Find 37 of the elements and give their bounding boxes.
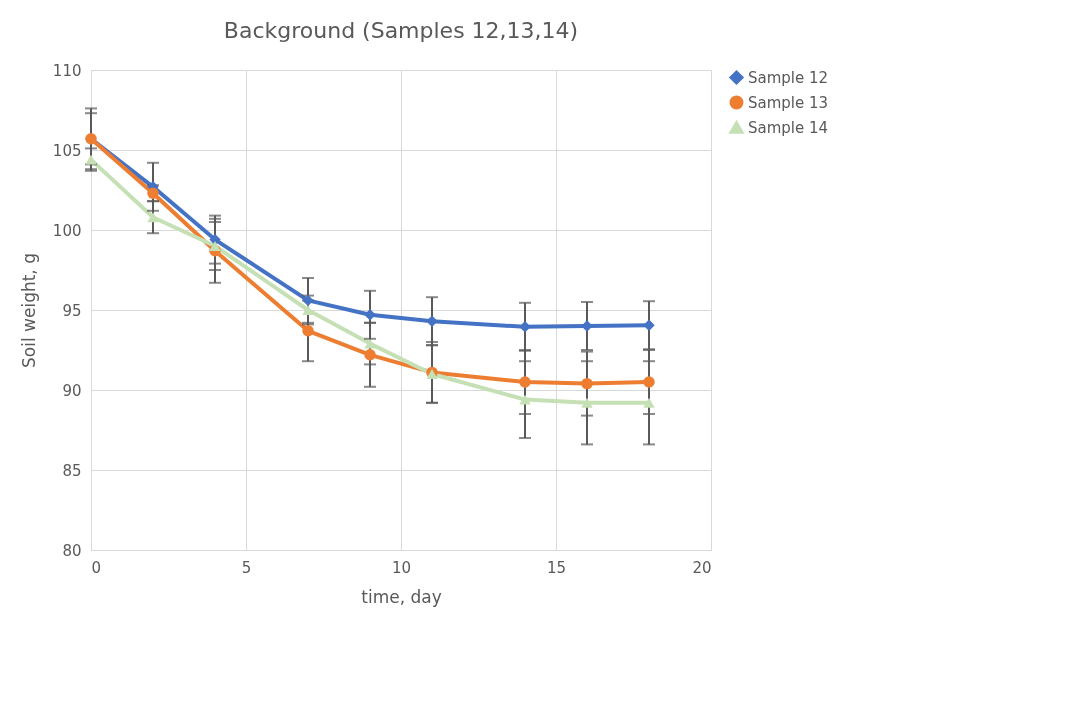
- x-tick-label: 5: [241, 558, 252, 577]
- y-tick-label: 95: [62, 301, 82, 320]
- y-tick-label: 90: [62, 381, 82, 400]
- x-tick-label: 0: [91, 558, 102, 577]
- y-tick-label: 100: [52, 221, 82, 240]
- legend-label: Sample 14: [748, 118, 829, 137]
- point: [643, 397, 655, 408]
- y-axis-title: Soil weight, g: [18, 253, 39, 368]
- point: [519, 376, 531, 388]
- legend-label: Sample 13: [748, 93, 829, 112]
- point: [519, 321, 531, 333]
- point: [364, 349, 376, 361]
- point: [643, 319, 655, 331]
- point: [209, 241, 221, 251]
- point: [364, 309, 376, 321]
- point: [581, 397, 593, 408]
- point: [581, 377, 593, 390]
- x-tick-label: 15: [546, 558, 567, 577]
- y-tick-label: 85: [62, 461, 82, 480]
- point: [643, 376, 655, 388]
- point: [426, 315, 438, 327]
- y-tick-label: 105: [52, 141, 82, 160]
- y-tick-label: 110: [52, 61, 82, 80]
- point: [302, 294, 314, 307]
- legend-label: Sample 12: [748, 68, 829, 87]
- point: [147, 212, 159, 223]
- point: [519, 394, 531, 405]
- x-tick-label: 10: [391, 558, 412, 577]
- x-axis-title: time, day: [361, 586, 442, 607]
- x-tick-label: 20: [692, 558, 712, 577]
- point: [85, 154, 97, 165]
- point: [302, 305, 314, 315]
- point: [147, 187, 159, 199]
- chart-title: Background (Samples 12,13,14): [223, 18, 579, 43]
- point: [302, 325, 314, 337]
- point: [364, 338, 376, 349]
- y-tick-label: 80: [62, 541, 82, 560]
